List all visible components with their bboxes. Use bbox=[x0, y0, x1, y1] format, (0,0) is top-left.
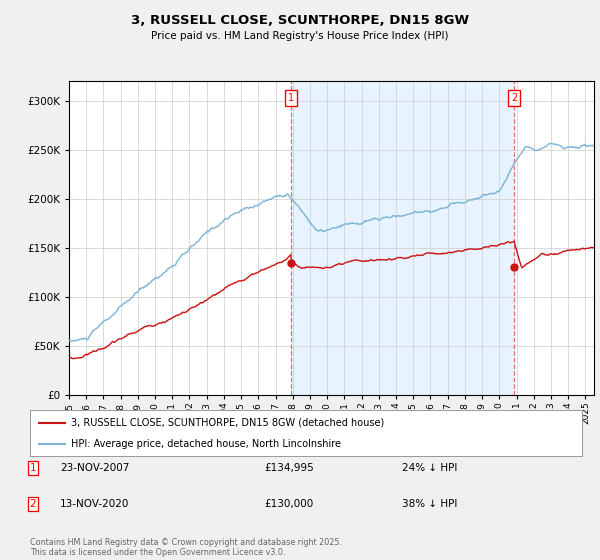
Text: 1: 1 bbox=[29, 463, 37, 473]
Text: 2: 2 bbox=[29, 499, 37, 509]
Text: Price paid vs. HM Land Registry's House Price Index (HPI): Price paid vs. HM Land Registry's House … bbox=[151, 31, 449, 41]
Text: £134,995: £134,995 bbox=[264, 463, 314, 473]
Text: 3, RUSSELL CLOSE, SCUNTHORPE, DN15 8GW: 3, RUSSELL CLOSE, SCUNTHORPE, DN15 8GW bbox=[131, 14, 469, 27]
Text: 3, RUSSELL CLOSE, SCUNTHORPE, DN15 8GW (detached house): 3, RUSSELL CLOSE, SCUNTHORPE, DN15 8GW (… bbox=[71, 418, 385, 428]
Bar bbox=[291, 81, 514, 395]
Text: £130,000: £130,000 bbox=[264, 499, 313, 509]
Text: 2: 2 bbox=[511, 93, 517, 103]
Text: 23-NOV-2007: 23-NOV-2007 bbox=[60, 463, 130, 473]
Text: 24% ↓ HPI: 24% ↓ HPI bbox=[402, 463, 457, 473]
Text: Contains HM Land Registry data © Crown copyright and database right 2025.
This d: Contains HM Land Registry data © Crown c… bbox=[30, 538, 342, 557]
Text: 1: 1 bbox=[288, 93, 294, 103]
Text: 13-NOV-2020: 13-NOV-2020 bbox=[60, 499, 130, 509]
Text: HPI: Average price, detached house, North Lincolnshire: HPI: Average price, detached house, Nort… bbox=[71, 439, 341, 449]
Text: 38% ↓ HPI: 38% ↓ HPI bbox=[402, 499, 457, 509]
